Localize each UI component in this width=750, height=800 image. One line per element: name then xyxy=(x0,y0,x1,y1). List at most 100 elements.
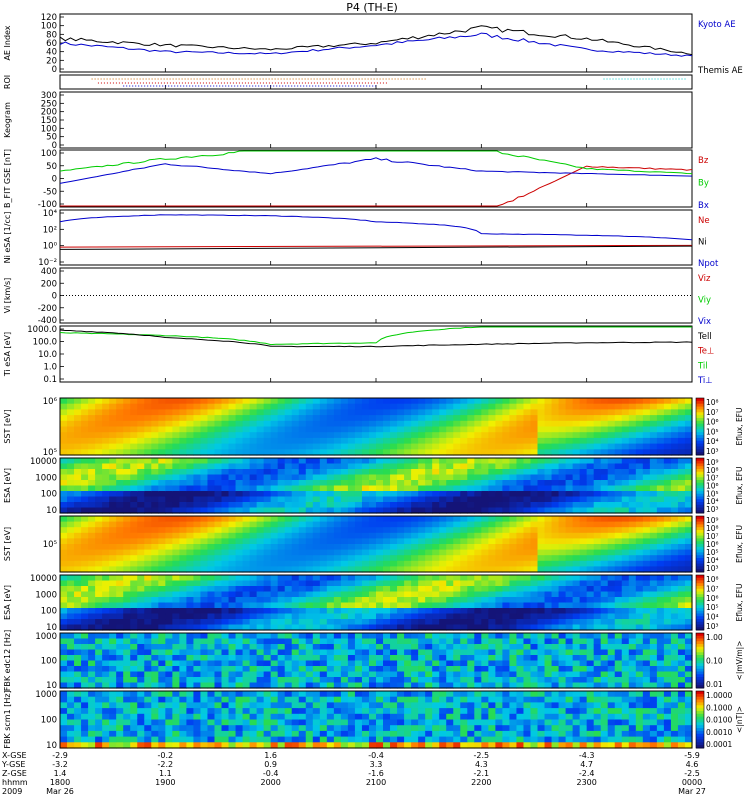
spectrogram-cell xyxy=(502,491,511,498)
spectrogram-cell xyxy=(368,496,377,503)
spectrogram-cell xyxy=(530,474,539,481)
colorbar-segment xyxy=(696,449,704,453)
spectrogram-cell xyxy=(228,591,237,598)
spectrogram-cell xyxy=(488,516,496,523)
spectrogram-cell xyxy=(277,549,286,556)
spectrogram-cell xyxy=(649,619,658,626)
spectrogram-cell xyxy=(670,527,679,534)
spectrogram-cell xyxy=(383,671,391,678)
spectrogram-cell xyxy=(656,580,665,587)
spectrogram-cell xyxy=(249,409,258,416)
spectrogram-cell xyxy=(635,532,644,539)
spectrogram-cell xyxy=(418,502,426,509)
spectrogram-cell xyxy=(488,638,496,645)
spectrogram-cell xyxy=(390,586,398,593)
spectrogram-cell xyxy=(677,502,686,509)
spectrogram-cell xyxy=(432,655,440,662)
spectrogram-cell xyxy=(207,516,216,523)
spectrogram-cell xyxy=(102,398,110,405)
spectrogram-cell xyxy=(116,682,124,689)
spectrogram-cell xyxy=(467,566,475,573)
spectrogram-cell xyxy=(425,463,433,470)
spectrogram-cell xyxy=(340,586,349,593)
spectrogram-cell xyxy=(404,602,412,609)
spectrogram-cell xyxy=(81,649,89,656)
spectrogram-cell xyxy=(558,560,567,567)
spectrogram-cell xyxy=(572,677,581,684)
spectrogram-cell xyxy=(277,677,286,684)
spectrogram-cell xyxy=(74,660,82,667)
spectrogram-cell xyxy=(249,449,258,456)
spectrogram-cell xyxy=(558,682,567,689)
spectrogram-cell xyxy=(432,677,440,684)
spectrogram-cell xyxy=(214,532,223,539)
spectrogram-cell xyxy=(649,591,658,598)
spectrogram-cell xyxy=(684,602,693,609)
colorbar-segment xyxy=(696,577,704,581)
spectrogram-cell xyxy=(123,474,131,481)
spectrogram-cell xyxy=(579,591,588,598)
spectrogram-cell xyxy=(474,649,482,656)
spectrogram-cell xyxy=(186,613,195,620)
spectrogram-cell xyxy=(509,458,518,465)
spectrogram-cell xyxy=(656,655,665,662)
spectrogram-cell xyxy=(158,432,166,439)
spectrogram-cell xyxy=(663,671,672,678)
colorbar-label: Eflux, EFU xyxy=(735,408,744,446)
spectrogram-cell xyxy=(495,458,503,465)
spectrogram-cell xyxy=(663,624,672,631)
spectrogram-cell xyxy=(249,463,258,470)
spectrogram-cell xyxy=(446,660,454,667)
spectrogram-cell xyxy=(453,403,461,410)
spectrogram-cell xyxy=(179,443,187,450)
spectrogram-cell xyxy=(81,702,89,709)
spectrogram-cell xyxy=(158,437,166,445)
spectrogram-cell xyxy=(579,586,588,593)
spectrogram-cell xyxy=(390,449,398,456)
spectrogram-cell xyxy=(425,566,433,573)
spectrogram-cell xyxy=(383,619,391,626)
spectrogram-cell xyxy=(565,432,574,439)
spectrogram-cell xyxy=(579,463,588,470)
spectrogram-cell xyxy=(600,420,609,428)
y-tick-label: 200 xyxy=(41,108,57,118)
spectrogram-cell xyxy=(312,619,321,626)
spectrogram-cell xyxy=(516,591,525,598)
spectrogram-cell xyxy=(684,655,693,662)
spectrogram-cell xyxy=(305,449,314,456)
spectrogram-cell xyxy=(488,597,496,604)
spectrogram-cell xyxy=(214,458,223,465)
spectrogram-cell xyxy=(488,458,496,465)
spectrogram-cell xyxy=(256,403,265,410)
spectrogram-cell xyxy=(207,432,216,439)
spectrogram-cell xyxy=(235,619,244,626)
spectrogram-cell xyxy=(165,633,173,640)
spectrogram-cell xyxy=(537,649,546,656)
spectrogram-cell xyxy=(186,507,195,514)
spectrogram-cell xyxy=(60,538,68,545)
spectrogram-cell xyxy=(628,560,637,567)
spectrogram-cell xyxy=(446,507,454,514)
spectrogram-cell xyxy=(151,555,159,562)
spectrogram-cell xyxy=(221,496,230,503)
spectrogram-cell xyxy=(67,420,75,428)
spectrogram-cell xyxy=(95,502,103,509)
spectrogram-cell xyxy=(186,549,195,556)
spectrogram-cell xyxy=(193,608,202,615)
spectrogram-cell xyxy=(460,432,468,439)
spectrogram-cell xyxy=(326,655,335,662)
spectrogram-cell xyxy=(509,638,518,645)
spectrogram-cell xyxy=(214,644,223,651)
spectrogram-cell xyxy=(481,532,489,539)
spectrogram-cell xyxy=(319,521,328,528)
spectrogram-cell xyxy=(368,613,377,620)
spectrogram-cell xyxy=(565,586,574,593)
spectrogram-cell xyxy=(481,458,489,465)
spectrogram-cell xyxy=(544,666,553,673)
series-line-npot xyxy=(59,214,693,241)
spectrogram-cell xyxy=(509,591,518,598)
spectrogram-cell xyxy=(165,666,173,673)
spectrogram-cell xyxy=(390,409,398,416)
spectrogram-cell xyxy=(523,597,532,604)
y-axis-label: B_FIT GSE [nT] xyxy=(3,149,12,208)
